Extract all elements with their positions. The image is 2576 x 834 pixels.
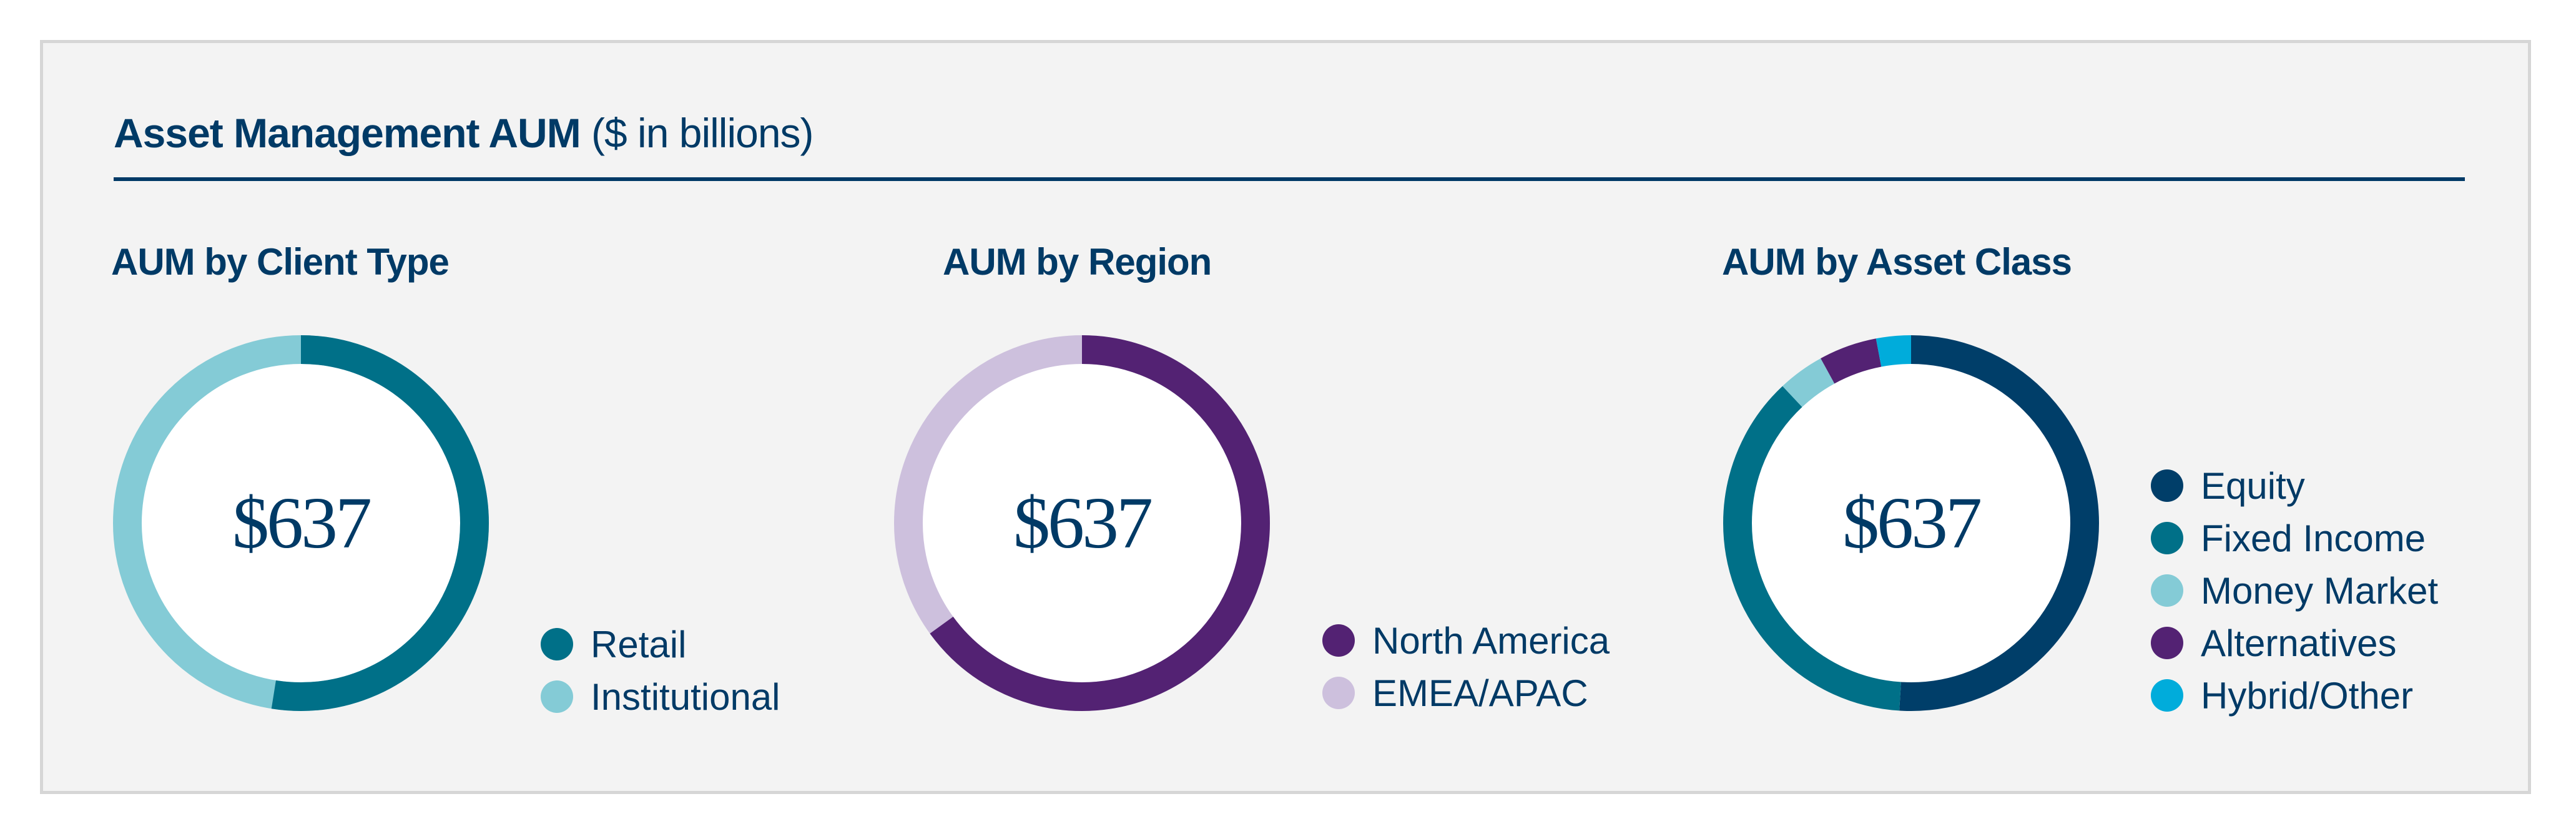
legend-label: Retail <box>591 623 687 665</box>
legend-label: Fixed Income <box>2201 517 2426 559</box>
legend-item-money-market: Money Market <box>2151 564 2438 617</box>
asset-class-legend: Equity Fixed Income Money Market Alterna… <box>2151 459 2438 722</box>
legend-label: EMEA/APAC <box>1372 672 1588 714</box>
legend-item-fixed-income: Fixed Income <box>2151 512 2438 564</box>
legend-item-alternatives: Alternatives <box>2151 617 2438 669</box>
alternatives-swatch-icon <box>2151 627 2183 659</box>
region-heading: AUM by Region <box>943 241 1212 283</box>
region-total: $637 <box>1013 482 1153 564</box>
segment-hybrid-other[interactable] <box>1723 335 2099 711</box>
title-units: ($ in billions) <box>580 110 814 156</box>
legend-label: North America <box>1372 619 1610 662</box>
client-type-legend: Retail Institutional <box>541 618 780 723</box>
legend-item-emea-apac: EMEA/APAC <box>1322 667 1610 719</box>
asset-class-donut-svg <box>1723 335 2099 711</box>
segment-north-america[interactable] <box>894 335 1270 711</box>
legend-item-institutional: Institutional <box>541 670 780 723</box>
north-america-swatch-icon <box>1322 624 1355 657</box>
legend-item-north-america: North America <box>1322 614 1610 667</box>
money-market-swatch-icon <box>2151 574 2183 607</box>
legend-item-retail: Retail <box>541 618 780 670</box>
retail-swatch-icon <box>541 628 573 660</box>
fixed-income-swatch-icon <box>2151 522 2183 554</box>
legend-label: Money Market <box>2201 569 2439 612</box>
segment-fixed-income[interactable] <box>1723 335 2099 711</box>
title-rule <box>114 177 2465 181</box>
page-title: Asset Management AUM ($ in billions) <box>114 109 814 157</box>
client-type-heading: AUM by Client Type <box>111 241 450 283</box>
client-type-donut: $637 <box>107 330 494 717</box>
hybrid-other-swatch-icon <box>2151 679 2183 712</box>
region-legend: North America EMEA/APAC <box>1322 614 1610 719</box>
asset-class-heading: AUM by Asset Class <box>1722 241 2072 283</box>
legend-label: Alternatives <box>2201 622 2397 664</box>
emea-apac-swatch-icon <box>1322 677 1355 709</box>
region-donut: $637 <box>888 330 1276 717</box>
asset-class-total: $637 <box>1842 482 1982 564</box>
institutional-swatch-icon <box>541 680 573 713</box>
legend-label: Hybrid/Other <box>2201 674 2414 717</box>
region-donut-svg <box>894 335 1270 711</box>
asset-class-donut: $637 <box>1718 330 2105 717</box>
legend-label: Equity <box>2201 464 2305 507</box>
legend-label: Institutional <box>591 675 780 718</box>
client-type-total: $637 <box>232 482 372 564</box>
legend-item-equity: Equity <box>2151 459 2438 512</box>
segment-retail[interactable] <box>113 335 489 711</box>
equity-swatch-icon <box>2151 469 2183 502</box>
title-bold: Asset Management AUM <box>114 110 581 156</box>
client-type-donut-svg <box>113 335 489 711</box>
legend-item-hybrid-other: Hybrid/Other <box>2151 669 2438 722</box>
